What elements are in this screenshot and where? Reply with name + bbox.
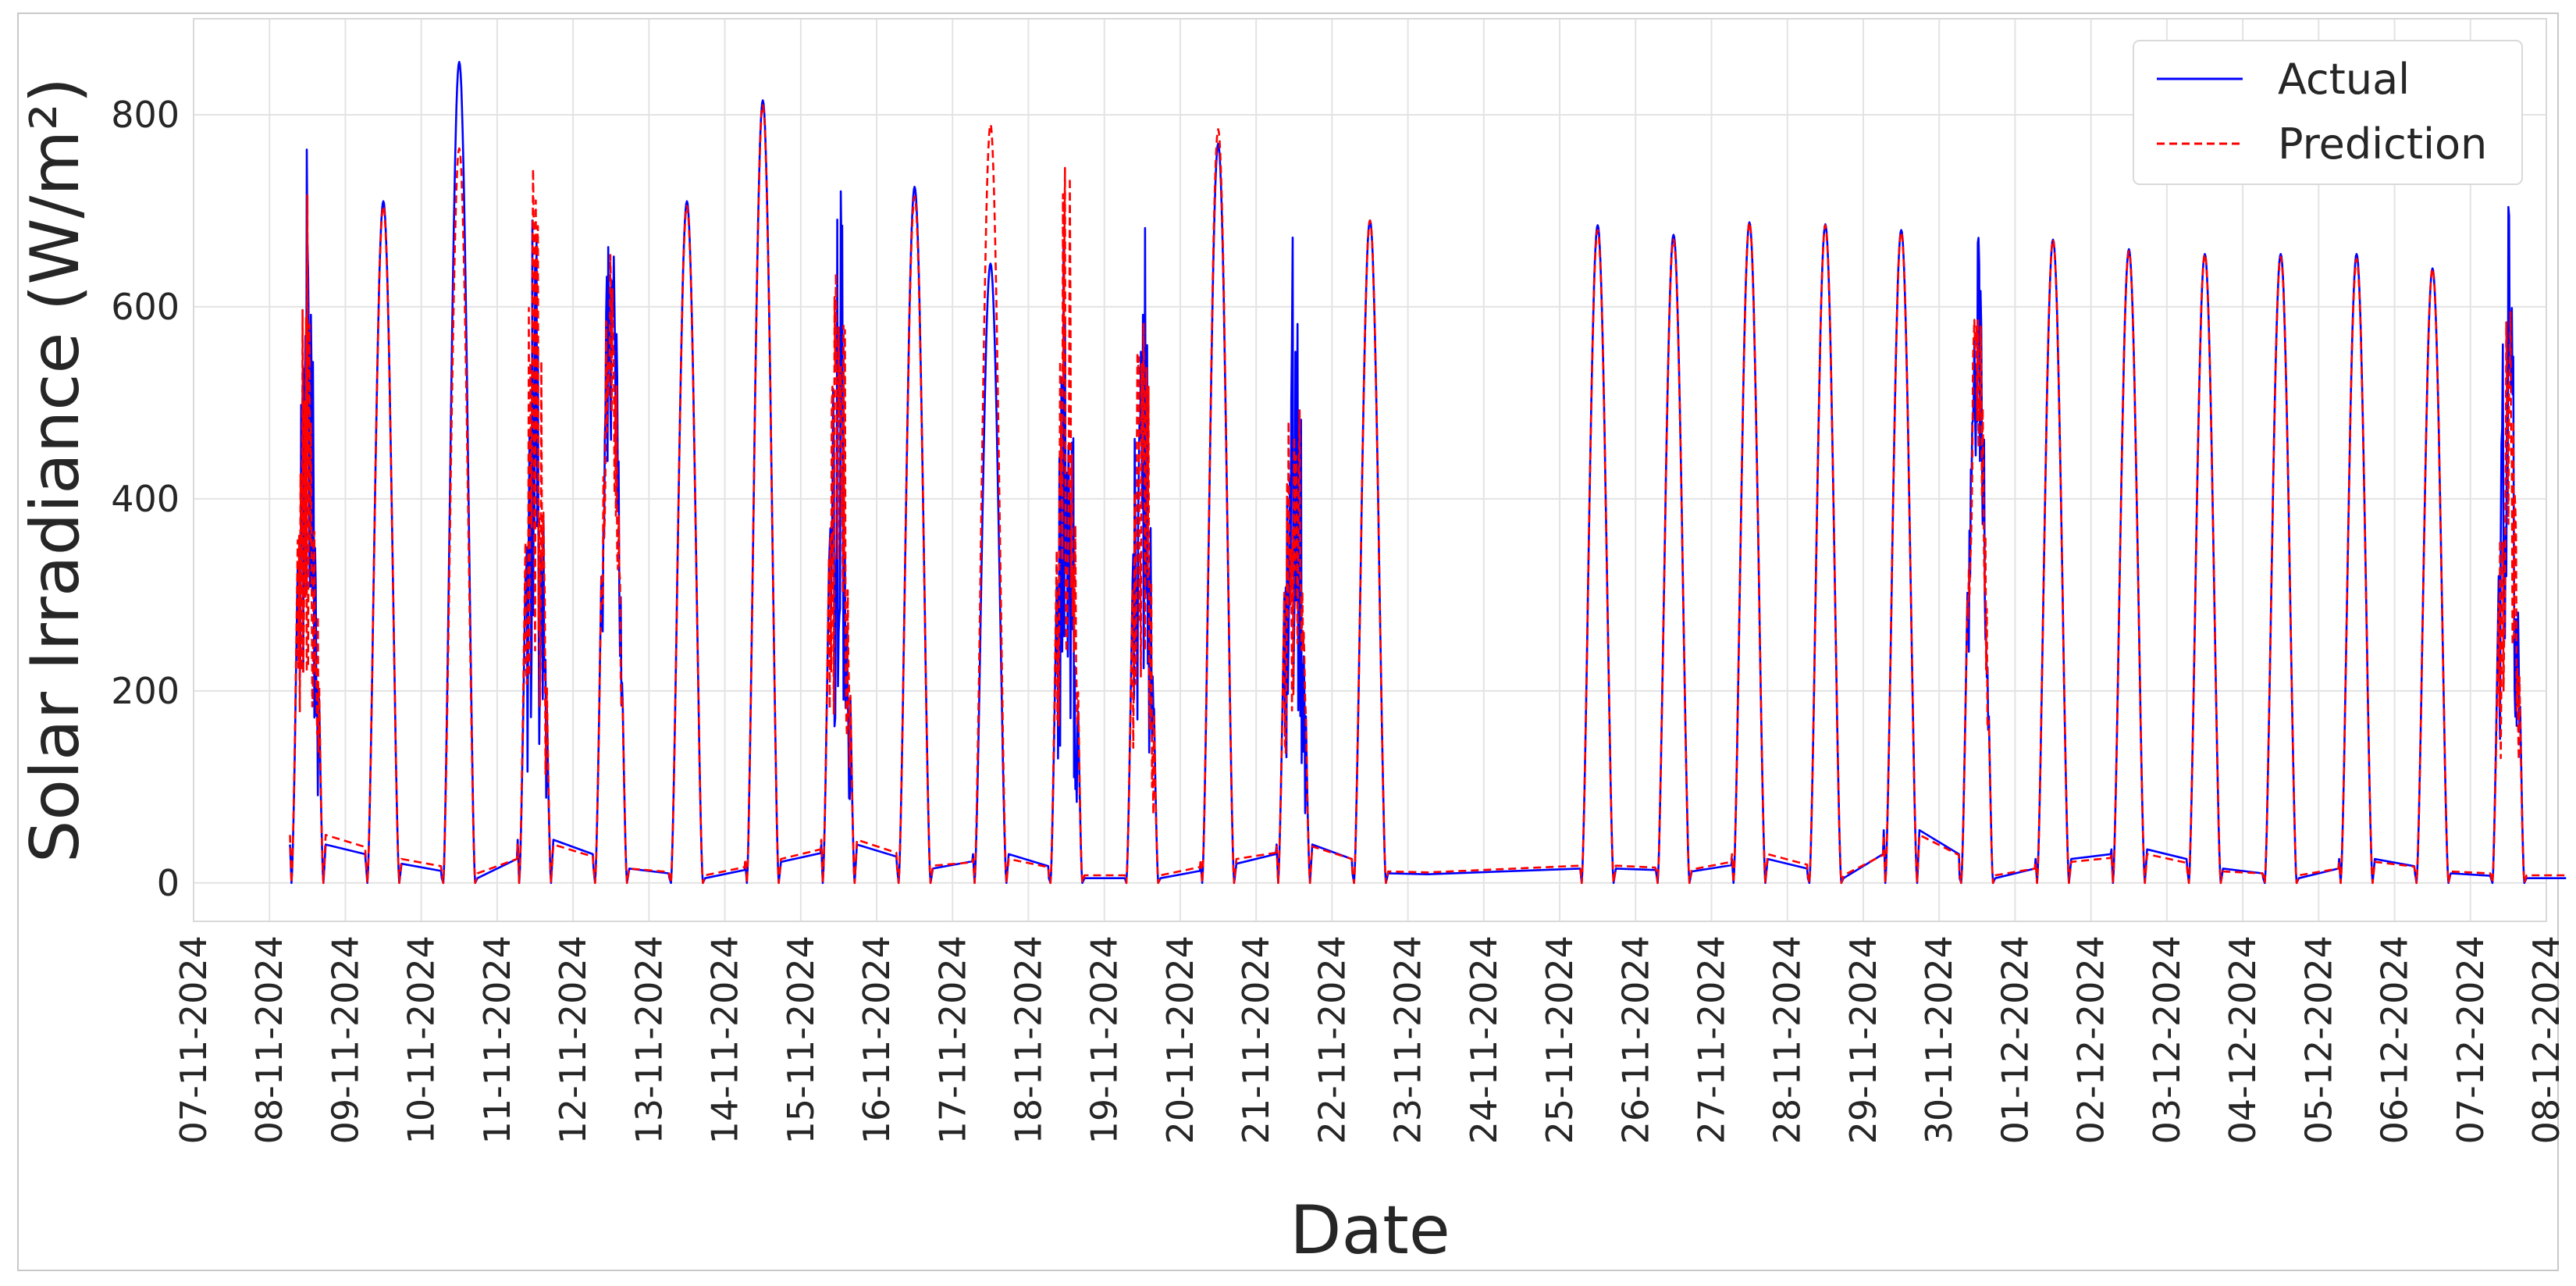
series-layer bbox=[289, 61, 2567, 885]
x-tick-label: 06-12-2024 bbox=[2374, 935, 2416, 1144]
x-tick-label: 30-11-2024 bbox=[1918, 935, 1960, 1144]
x-tick-label: 09-11-2024 bbox=[324, 935, 366, 1144]
x-tick-label: 25-11-2024 bbox=[1539, 935, 1581, 1144]
x-tick-label: 10-11-2024 bbox=[400, 935, 443, 1144]
x-tick-label: 21-11-2024 bbox=[1235, 935, 1277, 1144]
x-tick-label: 07-11-2024 bbox=[173, 935, 215, 1144]
legend-label-prediction: Prediction bbox=[2278, 119, 2487, 169]
series-line-prediction bbox=[289, 104, 2567, 885]
legend-box bbox=[2133, 40, 2523, 185]
x-tick-label: 12-11-2024 bbox=[552, 935, 594, 1144]
x-tick-label: 03-12-2024 bbox=[2146, 935, 2188, 1144]
x-tick-label: 08-12-2024 bbox=[2525, 935, 2567, 1144]
x-tick-label: 20-11-2024 bbox=[1159, 935, 1201, 1144]
x-tick-label: 17-11-2024 bbox=[931, 935, 973, 1144]
y-tick-label: 600 bbox=[111, 286, 180, 328]
x-tick-label: 28-11-2024 bbox=[1767, 935, 1809, 1144]
x-tick-label: 07-12-2024 bbox=[2450, 935, 2492, 1144]
x-axis-title: Date bbox=[1290, 1192, 1450, 1270]
x-tick-label: 26-11-2024 bbox=[1614, 935, 1656, 1144]
x-tick-label: 02-12-2024 bbox=[2070, 935, 2112, 1144]
y-tick-label: 200 bbox=[111, 670, 180, 712]
y-tick-label: 400 bbox=[111, 478, 180, 520]
x-tick-label: 22-11-2024 bbox=[1311, 935, 1353, 1144]
y-tick-labels: 0 200 400 600 800 bbox=[111, 94, 180, 904]
y-axis-title: Solar Irradiance (W/m²) bbox=[16, 77, 94, 863]
plot-border bbox=[193, 18, 2547, 922]
y-tick-label: 0 bbox=[157, 862, 180, 904]
x-tick-label: 13-11-2024 bbox=[628, 935, 670, 1144]
x-tick-label: 24-11-2024 bbox=[1463, 935, 1505, 1144]
legend-label-actual: Actual bbox=[2278, 55, 2410, 104]
x-tick-label: 27-11-2024 bbox=[1691, 935, 1733, 1144]
x-tick-label: 16-11-2024 bbox=[856, 935, 898, 1144]
x-tick-label: 19-11-2024 bbox=[1083, 935, 1126, 1144]
x-tick-label: 29-11-2024 bbox=[1842, 935, 1884, 1144]
x-tick-label: 11-11-2024 bbox=[476, 935, 518, 1144]
grid bbox=[193, 19, 2547, 921]
x-tick-label: 23-11-2024 bbox=[1387, 935, 1429, 1144]
series-line-actual bbox=[289, 61, 2567, 885]
x-tick-label: 01-12-2024 bbox=[1994, 935, 2036, 1144]
x-tick-label: 04-12-2024 bbox=[2222, 935, 2264, 1144]
x-tick-label: 18-11-2024 bbox=[1007, 935, 1049, 1144]
x-tick-label: 08-11-2024 bbox=[248, 935, 290, 1144]
legend: Actual Prediction bbox=[2133, 40, 2523, 185]
y-tick-label: 800 bbox=[111, 94, 180, 136]
x-tick-label: 15-11-2024 bbox=[780, 935, 822, 1144]
x-tick-label: 05-12-2024 bbox=[2297, 935, 2339, 1144]
x-tick-labels: 07-11-2024 08-11-2024 09-11-2024 10-11-2024… bbox=[173, 935, 2567, 1144]
x-tick-label: 14-11-2024 bbox=[704, 935, 746, 1144]
